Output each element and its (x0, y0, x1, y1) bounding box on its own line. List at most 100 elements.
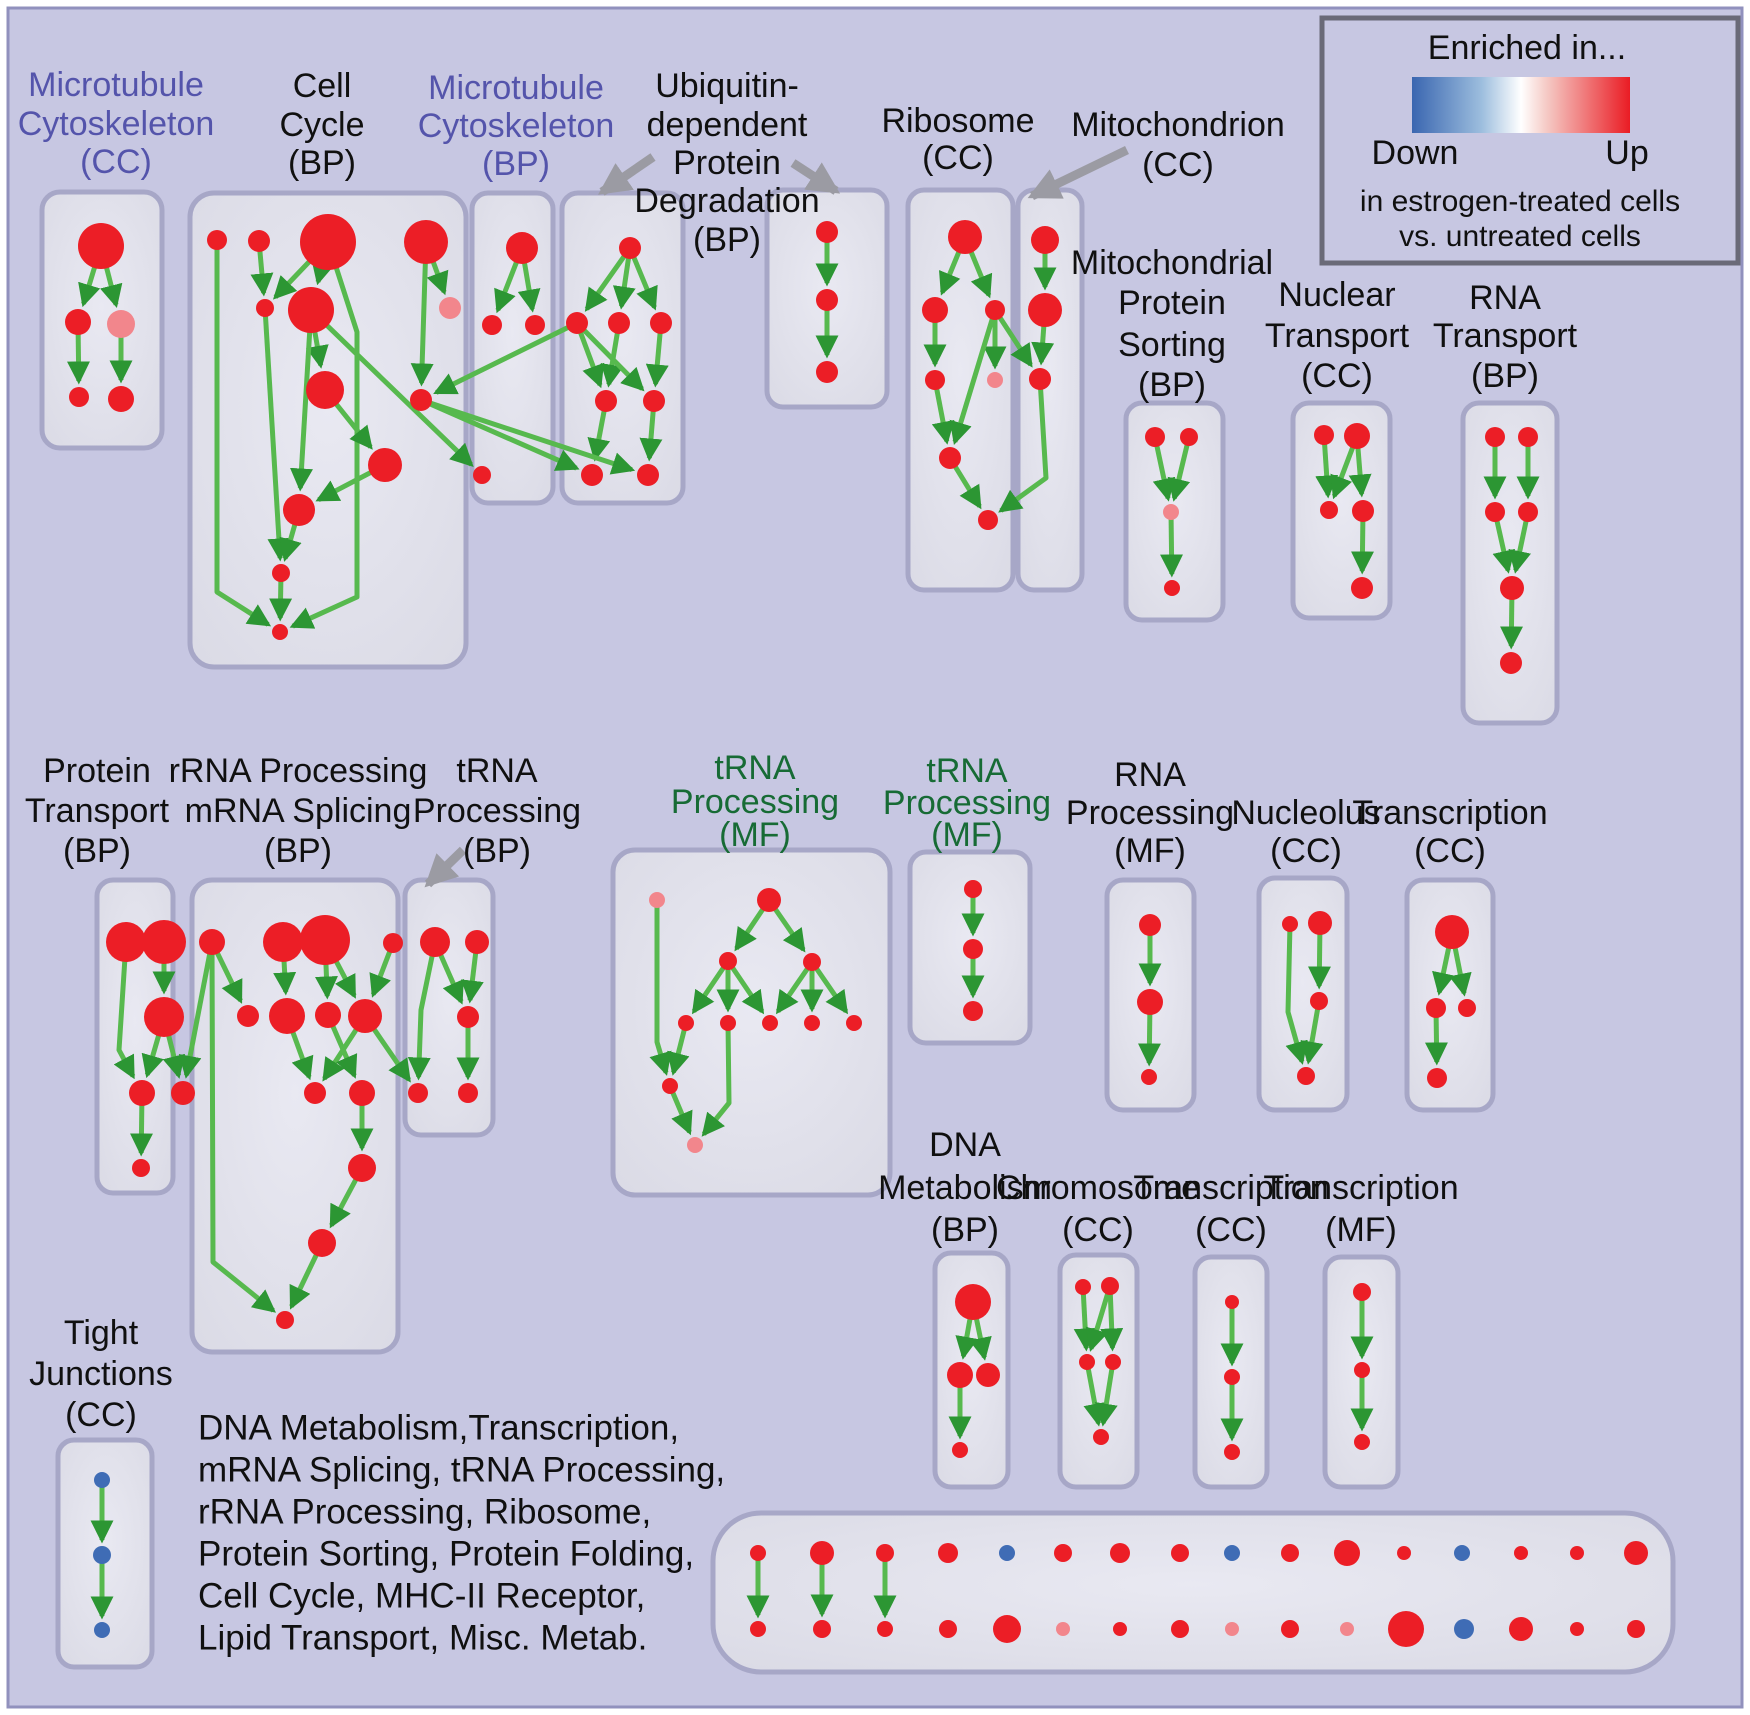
node-trbp-a (420, 927, 450, 957)
node-cc-J (368, 448, 402, 482)
cluster-label-trbp-line2: (BP) (463, 832, 531, 870)
node-misc-b5 (1056, 1622, 1070, 1636)
cluster-label-ub-line3: Degradation (634, 182, 819, 220)
cluster-label-pt-line2: (BP) (63, 832, 131, 870)
node-tmf3-n1 (1353, 1283, 1371, 1301)
cluster-label-tcc1-line0: Transcription (1352, 794, 1547, 832)
node-misc-t1 (810, 1541, 834, 1565)
node-mito-M3 (1029, 368, 1051, 390)
node-mtbp-T (506, 232, 538, 264)
cluster-label-mito-line0: Mitochondrion (1071, 106, 1285, 144)
node-dna-MR (976, 1363, 1000, 1387)
cluster-label-rnat-line0: RNA (1469, 279, 1541, 317)
node-ub-B2 (637, 464, 659, 486)
node-misc-b12 (1454, 1619, 1474, 1639)
cluster-label-tcc2-line1: (CC) (1195, 1211, 1267, 1249)
cluster-label-rr-line0: rRNA Processing (169, 752, 428, 790)
edge-tmf-LO-PK2 (667, 1085, 693, 1136)
summary-note-line0: DNA Metabolism,Transcription, (198, 1408, 679, 1447)
cluster-box-nuc (1256, 875, 1350, 1113)
node-mtbp-ML (482, 315, 502, 335)
node-tmf-c3 (762, 1015, 778, 1031)
node-rib-RMR (985, 300, 1005, 320)
node-trbp-br (458, 1083, 478, 1103)
node-rr-s3 (315, 1002, 341, 1028)
cluster-label-rpmf-line1: Processing (1066, 794, 1234, 832)
node-rib-RP (987, 372, 1003, 388)
cluster-label-mtbp-line0: Microtubule (428, 69, 604, 107)
cross-edge-cc:H-ub:B2 (420, 397, 636, 475)
node-misc-b8 (1225, 1622, 1239, 1636)
edge-tmf-c2-PK2 (701, 1022, 732, 1137)
node-pt-P1 (106, 922, 146, 962)
node-rib-RML (922, 297, 948, 323)
node-tmf-c1 (678, 1015, 694, 1031)
edge-chrm-TR-MR (1100, 1285, 1124, 1352)
node-trbp-b (465, 930, 489, 954)
node-rpmf-n3 (1141, 1069, 1157, 1085)
cluster-label-tmf-line0: tRNA (714, 749, 796, 787)
node-chrm-TR (1101, 1277, 1119, 1295)
node-tmf-c2 (720, 1015, 736, 1031)
node-nuc-TR (1308, 911, 1332, 935)
node-dna-ML (947, 1362, 973, 1388)
node-nuc-TL (1282, 916, 1298, 932)
node-ub2-N3 (816, 361, 838, 383)
cluster-label-rr-line1: mRNA Splicing (185, 792, 412, 830)
node-mps-B (1164, 580, 1180, 596)
node-rib-RB1 (939, 447, 961, 469)
cluster-label-tmf-line1: Processing (671, 783, 839, 821)
node-rnat-TL (1485, 427, 1505, 447)
cluster-label-ub-line0: Ubiquitin- (655, 67, 799, 105)
node-ub2-N1 (816, 221, 838, 243)
edge-cc-A-M (214, 240, 272, 627)
cluster-label-tj-line0: Tight (64, 1314, 139, 1352)
node-tmf3-n2 (1354, 1362, 1370, 1378)
node-tmf-ML (719, 952, 737, 970)
node-mtbp-MR (525, 315, 545, 335)
cluster-label-tmf2-line2: (MF) (931, 816, 1003, 854)
node-pt-P2 (142, 920, 186, 964)
node-rr-s2 (269, 998, 305, 1034)
node-misc-t2 (876, 1544, 894, 1562)
legend-subtitle-2: vs. untreated cells (1399, 220, 1641, 253)
edge-mps-TL-MP (1152, 436, 1176, 502)
node-tcc2-n3 (1224, 1444, 1240, 1460)
cross-edge-cc:F-mtbp:B (309, 308, 474, 467)
cluster-label-mps-line2: Sorting (1118, 326, 1226, 364)
node-ub-B1 (581, 464, 603, 486)
node-misc-t13 (1514, 1546, 1528, 1560)
cluster-label-mtbp-line2: (BP) (482, 145, 550, 183)
edge-cc-D-H (410, 241, 434, 387)
node-tmf-T (757, 888, 781, 912)
node-tmf-LO (662, 1078, 678, 1094)
node-rr-r1 (199, 929, 225, 955)
node-tmf-c4 (804, 1015, 820, 1031)
cluster-label-nuct-line2: (CC) (1301, 357, 1373, 395)
node-misc-b3 (939, 1620, 957, 1638)
node-rib-RB2 (978, 510, 998, 530)
node-ub-R3 (650, 312, 672, 334)
node-mito-MM (1028, 293, 1062, 327)
cross-edge-rib:RMR-mito:M3 (992, 308, 1033, 368)
node-pt-P6 (132, 1159, 150, 1177)
node-ub-M1 (595, 390, 617, 412)
cluster-label-nuct-line0: Nuclear (1278, 276, 1395, 314)
cluster-label-mps-line3: (BP) (1138, 366, 1206, 404)
cluster-label-rr-line2: (BP) (264, 832, 332, 870)
node-tmf-MR (803, 953, 821, 971)
node-mps-TR (1180, 428, 1198, 446)
cluster-box-rnat (1460, 400, 1560, 726)
node-rr-s4 (348, 999, 382, 1033)
cluster-label-ub-line2: Protein (673, 144, 781, 182)
node-rr-t1 (304, 1082, 326, 1104)
node-misc-b9 (1281, 1620, 1299, 1638)
edge-mps-TR-MP (1167, 436, 1192, 502)
edge-ub-T-R1 (584, 246, 633, 312)
cluster-label-cc-line2: (BP) (288, 144, 356, 182)
cluster-label-ub-line1: dependent (647, 106, 808, 144)
cluster-label-tcc2-line0: Transcription (1133, 1169, 1328, 1207)
edge-nuc-MR-B (1300, 1000, 1324, 1065)
